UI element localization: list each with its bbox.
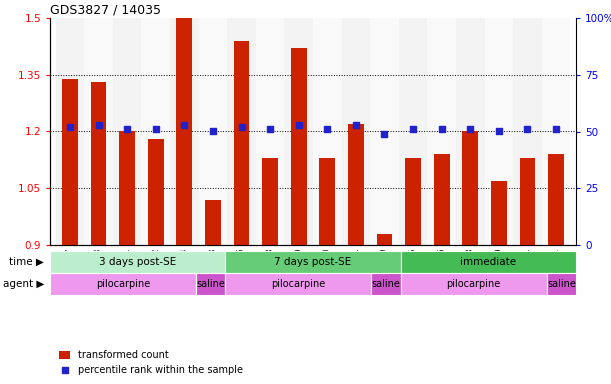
Bar: [399, 18, 427, 245]
Bar: [401, 273, 547, 295]
Point: [323, 126, 332, 132]
Bar: [342, 18, 370, 245]
Bar: [233, 41, 249, 245]
Point: [151, 126, 161, 132]
Bar: [542, 18, 570, 245]
Point: [208, 128, 218, 134]
Point: [379, 131, 389, 137]
Bar: [401, 251, 576, 273]
Point: [65, 124, 75, 130]
Bar: [371, 273, 401, 295]
Point: [351, 122, 360, 128]
Bar: [205, 200, 221, 245]
Bar: [262, 158, 278, 245]
Bar: [313, 18, 342, 245]
Text: GDS3827 / 14035: GDS3827 / 14035: [50, 3, 161, 16]
Bar: [227, 18, 256, 245]
Point: [408, 126, 418, 132]
Point: [294, 122, 304, 128]
Text: 3 days post-SE: 3 days post-SE: [99, 257, 177, 267]
Bar: [119, 131, 135, 245]
Bar: [225, 251, 401, 273]
Bar: [320, 158, 335, 245]
Bar: [50, 273, 196, 295]
Text: saline: saline: [196, 279, 225, 289]
Bar: [225, 273, 371, 295]
Bar: [463, 131, 478, 245]
Bar: [291, 48, 307, 245]
Bar: [113, 18, 142, 245]
Bar: [284, 18, 313, 245]
Bar: [91, 82, 106, 245]
Text: saline: saline: [371, 279, 400, 289]
Bar: [485, 18, 513, 245]
Bar: [199, 18, 227, 245]
Point: [93, 122, 103, 128]
Bar: [177, 18, 192, 245]
Point: [466, 126, 475, 132]
Bar: [256, 18, 284, 245]
Text: 7 days post-SE: 7 days post-SE: [274, 257, 351, 267]
Bar: [84, 18, 113, 245]
Bar: [348, 124, 364, 245]
Point: [236, 124, 246, 130]
Point: [437, 126, 447, 132]
Text: pilocarpine: pilocarpine: [96, 279, 150, 289]
Bar: [170, 18, 199, 245]
Point: [494, 128, 503, 134]
Bar: [62, 79, 78, 245]
Bar: [548, 154, 564, 245]
Text: time ▶: time ▶: [9, 257, 44, 267]
Bar: [370, 18, 399, 245]
Text: pilocarpine: pilocarpine: [271, 279, 326, 289]
Bar: [148, 139, 164, 245]
Point: [551, 126, 561, 132]
Point: [180, 122, 189, 128]
Bar: [434, 154, 450, 245]
Bar: [56, 18, 84, 245]
Bar: [456, 18, 485, 245]
Bar: [491, 181, 507, 245]
Bar: [519, 158, 535, 245]
Bar: [196, 273, 225, 295]
Bar: [376, 233, 392, 245]
Text: pilocarpine: pilocarpine: [447, 279, 501, 289]
Bar: [547, 273, 576, 295]
Text: immediate: immediate: [460, 257, 516, 267]
Bar: [50, 251, 225, 273]
Bar: [405, 158, 421, 245]
Legend: transformed count, percentile rank within the sample: transformed count, percentile rank withi…: [55, 346, 247, 379]
Point: [122, 126, 132, 132]
Point: [522, 126, 532, 132]
Text: saline: saline: [547, 279, 576, 289]
Bar: [427, 18, 456, 245]
Bar: [513, 18, 542, 245]
Text: agent ▶: agent ▶: [2, 279, 44, 289]
Bar: [142, 18, 170, 245]
Point: [265, 126, 275, 132]
